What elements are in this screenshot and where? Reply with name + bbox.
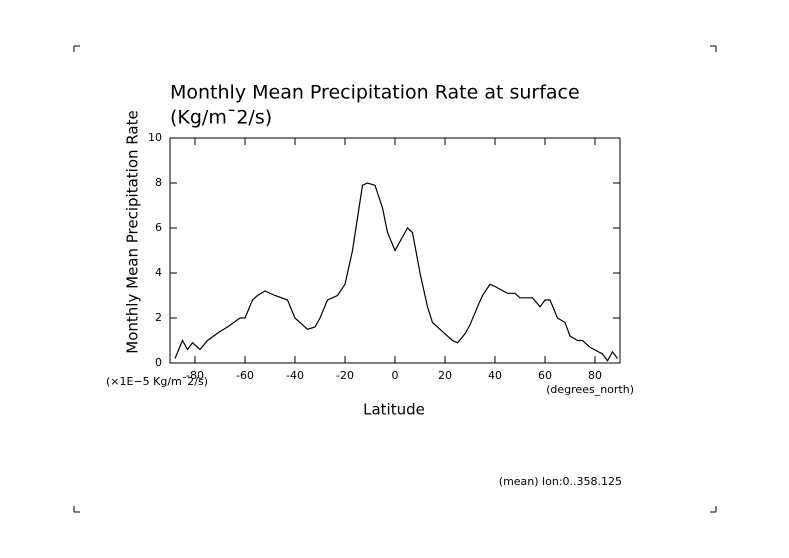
chart-title: Monthly Mean Precipitation Rate at surfa… <box>170 82 580 104</box>
y-tick-label: 10 <box>148 131 162 144</box>
x-tick-label: 40 <box>488 369 502 382</box>
y-tick-label: 0 <box>155 356 162 369</box>
x-units: (degrees_north) <box>546 383 634 396</box>
data-line <box>174 182 618 362</box>
corner <box>710 45 717 52</box>
annotation: (mean) lon:0..358.125 <box>499 475 622 488</box>
x-tick-label: -80 <box>186 369 204 382</box>
x-tick-label: -40 <box>286 369 304 382</box>
x-tick-label: -20 <box>336 369 354 382</box>
x-tick-label: 60 <box>538 369 552 382</box>
chart-subtitle: (Kg/m¯2/s) <box>170 107 272 129</box>
x-tick-label: 80 <box>588 369 602 382</box>
x-tick-label: 0 <box>392 369 399 382</box>
y-tick-label: 2 <box>155 311 162 324</box>
y-tick-label: 6 <box>155 221 162 234</box>
x-tick-label: -60 <box>236 369 254 382</box>
y-units: (×1E−5 Kg/m¯2/s) <box>106 375 208 388</box>
y-axis-label: Monthly Mean Precipitation Rate <box>124 110 142 353</box>
x-tick-label: 20 <box>438 369 452 382</box>
y-tick-label: 4 <box>155 266 162 279</box>
x-axis-label: Latitude <box>363 401 425 419</box>
corner <box>73 45 80 52</box>
corner-marks <box>73 45 717 513</box>
corner <box>710 506 717 513</box>
y-tick-label: 8 <box>155 176 162 189</box>
corner <box>73 506 80 513</box>
